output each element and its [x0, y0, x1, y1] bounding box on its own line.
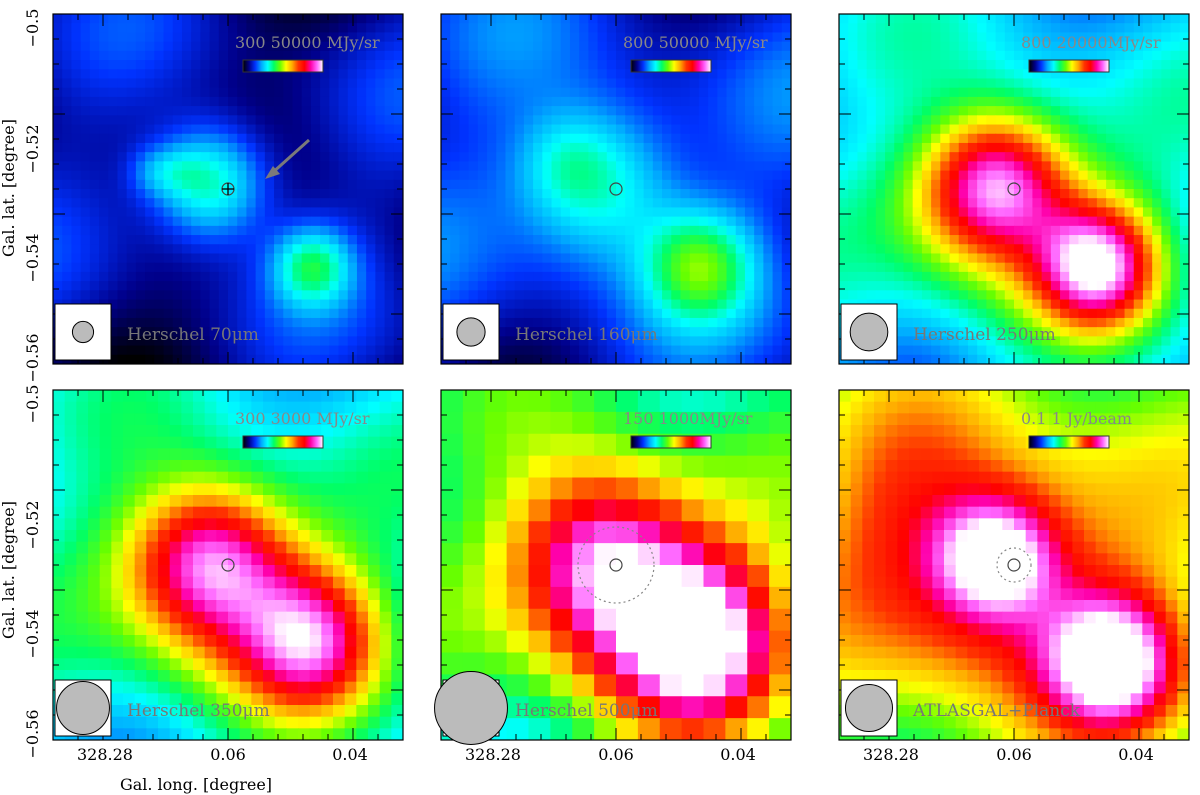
colorbar	[1028, 435, 1110, 449]
intensity-map	[441, 390, 791, 740]
source-marker	[609, 182, 623, 196]
panel-p160: 800 50000 MJy/sr Herschel 160μm	[440, 13, 792, 365]
colorbar-range-label: 800 50000 MJy/sr	[623, 33, 768, 52]
y-tick-label: −0.56	[23, 333, 42, 382]
beam-circle	[456, 317, 486, 347]
colorbar-range-label: 300 50000 MJy/sr	[235, 33, 380, 52]
panel-p350: 300 3000 MJy/sr Herschel 350μm −0.5 −0.52 −0…	[23, 385, 404, 764]
panel-patl: 0.1 1 Jy/beam ATLASGAL+Planck 328.28 0.06 0.…	[838, 389, 1190, 764]
beam-circle	[56, 681, 110, 735]
colorbar-range-label: 0.1 1 Jy/beam	[1021, 409, 1132, 428]
wavelength-label: Herschel 500μm	[515, 701, 658, 721]
x-tick-label: 0.04	[720, 745, 756, 764]
wavelength-label: Herschel 160μm	[515, 325, 658, 345]
panel-p70: 300 50000 MJy/sr Herschel 70μm −0.5 −0.52 −0…	[23, 9, 404, 383]
beam-ring	[577, 526, 655, 604]
beam-circle	[71, 320, 95, 344]
intensity-map	[839, 14, 1189, 364]
colorbar	[630, 59, 712, 73]
source-marker	[609, 558, 623, 572]
y-tick-label: −0.5	[23, 385, 42, 424]
panel-p500: 150 1000MJy/sr Herschel 500μm 328.28 0.06 0.…	[434, 389, 792, 764]
x-tick-label: 328.28	[77, 745, 133, 764]
wavelength-label: Herschel 250μm	[913, 325, 1056, 345]
colorbar-range-label: 300 3000 MJy/sr	[235, 409, 370, 428]
y-tick-label: −0.56	[23, 709, 42, 758]
x-tick-label: 328.28	[465, 745, 521, 764]
x-tick-label: 0.04	[332, 745, 368, 764]
x-tick-label: 328.28	[863, 745, 919, 764]
wavelength-label: ATLASGAL+Planck	[912, 701, 1081, 721]
intensity-map	[53, 390, 403, 740]
y-axis-label-top: Gal. lat. [degree]	[0, 119, 18, 257]
wavelength-label: Herschel 70μm	[127, 325, 259, 345]
colorbar-range-label: 800 20000MJy/sr	[1021, 33, 1161, 52]
panel-p250: 800 20000MJy/sr Herschel 250μm	[838, 13, 1190, 365]
y-axis-label-bottom: Gal. lat. [degree]	[0, 501, 18, 639]
x-tick-label: 0.06	[996, 745, 1032, 764]
x-tick-label: 0.06	[598, 745, 634, 764]
y-tick-label: −0.54	[23, 233, 42, 282]
axes-text-layer: Gal. lat. [degree] Gal. lat. [degree] Ga…	[0, 119, 272, 794]
colorbar	[242, 59, 324, 73]
source-marker	[1007, 182, 1021, 196]
colorbar	[630, 435, 712, 449]
panels-layer: 300 50000 MJy/sr Herschel 70μm −0.5 −0.52 −0…	[23, 9, 1190, 764]
colorbar-range-label: 150 1000MJy/sr	[623, 409, 753, 428]
x-tick-label: 0.06	[210, 745, 246, 764]
y-tick-label: −0.54	[23, 609, 42, 658]
colorbar	[242, 435, 324, 449]
beam-circle	[844, 683, 894, 733]
beam-circle	[434, 671, 508, 745]
source-marker	[221, 558, 235, 572]
colorbar	[1028, 59, 1110, 73]
x-tick-label: 0.04	[1118, 745, 1154, 764]
beam-circle	[849, 312, 889, 352]
source-marker	[1007, 558, 1021, 572]
beam-ring	[996, 547, 1032, 583]
arrow-marker	[265, 138, 311, 179]
y-tick-label: −0.5	[23, 9, 42, 48]
y-tick-label: −0.52	[23, 124, 42, 173]
y-tick-label: −0.52	[23, 500, 42, 549]
x-axis-label: Gal. long. [degree]	[120, 775, 272, 794]
wavelength-label: Herschel 350μm	[127, 701, 270, 721]
intensity-map	[53, 14, 403, 364]
